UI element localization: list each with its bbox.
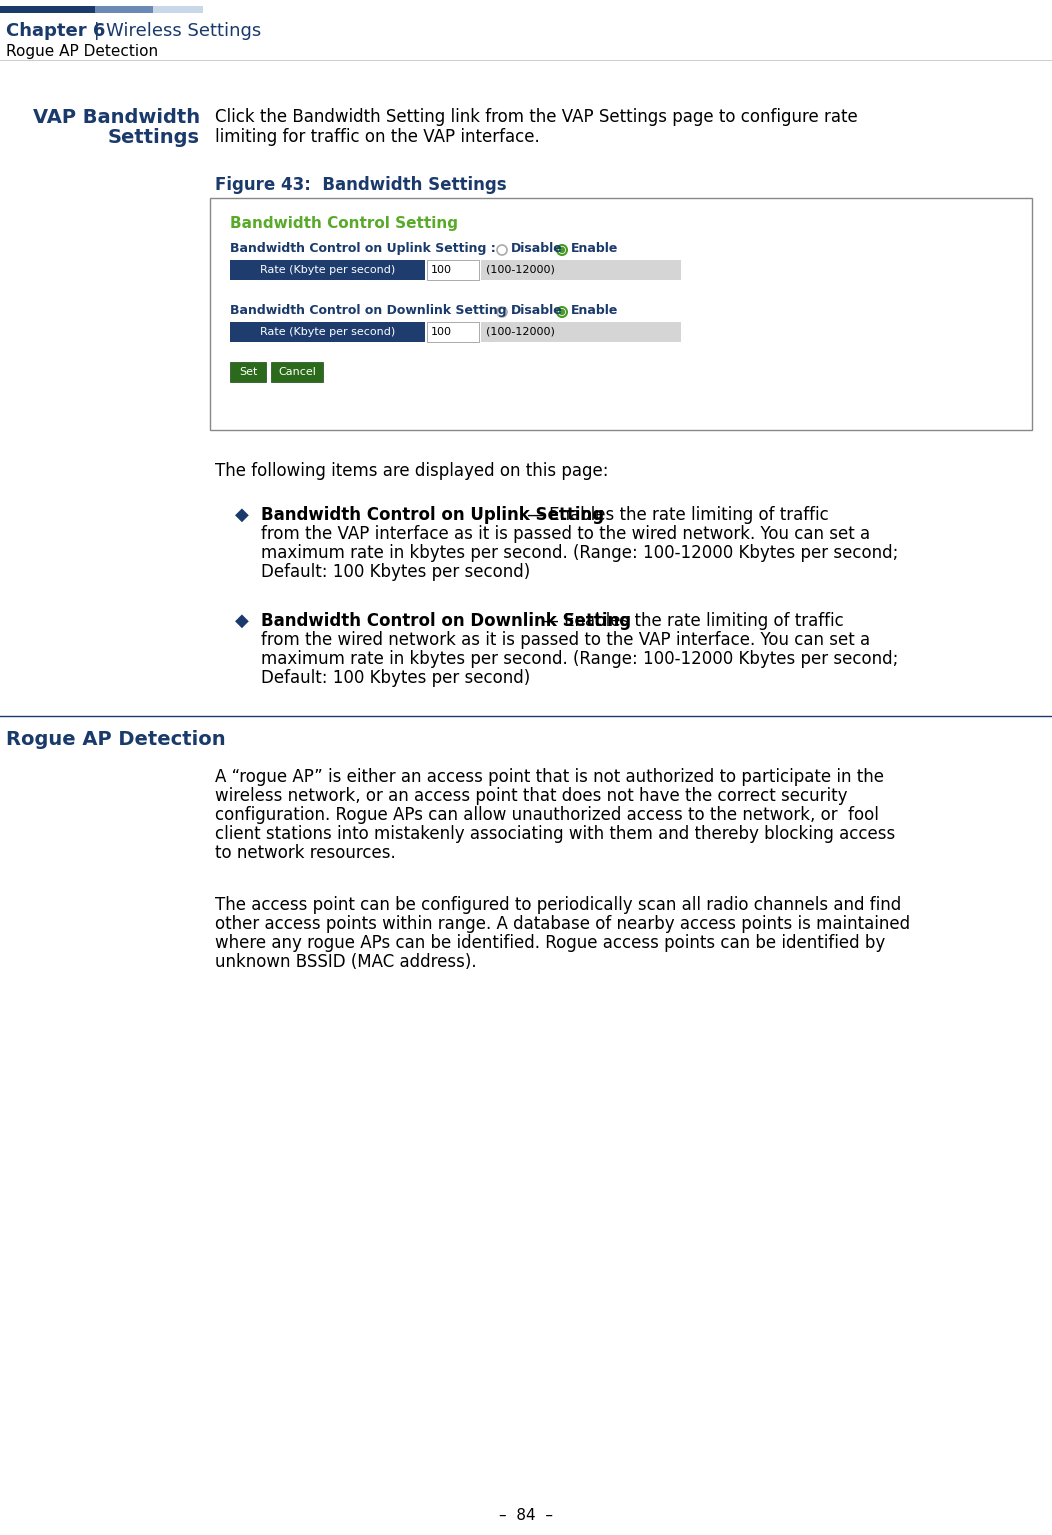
Text: maximum rate in kbytes per second. (Range: 100-12000 Kbytes per second;: maximum rate in kbytes per second. (Rang… [261,649,898,668]
Text: — Enables the rate limiting of traffic: — Enables the rate limiting of traffic [522,507,829,523]
Text: wireless network, or an access point that does not have the correct security: wireless network, or an access point tha… [215,787,848,804]
Text: (100-12000): (100-12000) [486,266,554,275]
Bar [481,322,681,342]
Bar [210,198,1032,430]
Text: Bandwidth Control Setting: Bandwidth Control Setting [230,216,458,230]
Bar [481,259,681,279]
Bar [230,259,425,279]
Text: from the wired network as it is passed to the VAP interface. You can set a: from the wired network as it is passed t… [261,631,870,649]
Text: where any rogue APs can be identified. Rogue access points can be identified by: where any rogue APs can be identified. R… [215,933,885,952]
Bar [271,362,323,382]
Bar [153,6,203,12]
Text: Disable: Disable [511,243,563,255]
Text: –  84  –: – 84 – [499,1507,553,1523]
Text: The access point can be configured to periodically scan all radio channels and f: The access point can be configured to pe… [215,896,902,913]
Text: Chapter 6: Chapter 6 [6,21,105,40]
Text: Rogue AP Detection: Rogue AP Detection [6,731,225,749]
Text: Click the Bandwidth Setting link from the VAP Settings page to configure rate: Click the Bandwidth Setting link from th… [215,107,857,126]
Text: Figure 43:  Bandwidth Settings: Figure 43: Bandwidth Settings [215,177,507,193]
Text: 100: 100 [431,327,452,338]
Text: VAP Bandwidth: VAP Bandwidth [33,107,200,127]
Bar [230,322,425,342]
Text: Disable: Disable [511,304,563,318]
Text: Enable: Enable [571,304,619,318]
Text: to network resources.: to network resources. [215,844,396,863]
Text: ◆: ◆ [235,507,249,523]
Text: Enable: Enable [571,243,619,255]
Bar [230,362,266,382]
Text: Bandwidth Control on Uplink Setting :: Bandwidth Control on Uplink Setting : [230,243,495,255]
Circle shape [560,310,565,315]
Text: Bandwidth Control on Downlink Setting :: Bandwidth Control on Downlink Setting : [230,304,515,318]
Text: client stations into mistakenly associating with them and thereby blocking acces: client stations into mistakenly associat… [215,824,895,843]
Bar [95,6,153,12]
Text: Rate (Kbyte per second): Rate (Kbyte per second) [260,266,396,275]
Text: Settings: Settings [108,127,200,147]
Text: configuration. Rogue APs can allow unauthorized access to the network, or  fool: configuration. Rogue APs can allow unaut… [215,806,878,824]
Text: Rate (Kbyte per second): Rate (Kbyte per second) [260,327,396,338]
Text: — Enables the rate limiting of traffic: — Enables the rate limiting of traffic [537,612,844,629]
Text: (100-12000): (100-12000) [486,327,554,338]
Text: 100: 100 [431,266,452,275]
Text: Cancel: Cancel [278,367,316,378]
Text: The following items are displayed on this page:: The following items are displayed on thi… [215,462,608,480]
Bar [427,322,479,342]
Bar [0,6,95,12]
Text: limiting for traffic on the VAP interface.: limiting for traffic on the VAP interfac… [215,127,540,146]
Text: Wireless Settings: Wireless Settings [106,21,261,40]
Text: |: | [88,21,105,40]
Text: A “rogue AP” is either an access point that is not authorized to participate in : A “rogue AP” is either an access point t… [215,768,884,786]
Text: unknown BSSID (MAC address).: unknown BSSID (MAC address). [215,953,477,972]
Text: Default: 100 Kbytes per second): Default: 100 Kbytes per second) [261,563,530,582]
Text: Set: Set [239,367,257,378]
Bar [427,259,479,279]
Text: ◆: ◆ [235,612,249,629]
Text: from the VAP interface as it is passed to the wired network. You can set a: from the VAP interface as it is passed t… [261,525,870,543]
Circle shape [560,247,565,252]
Text: Rogue AP Detection: Rogue AP Detection [6,45,158,58]
Text: maximum rate in kbytes per second. (Range: 100-12000 Kbytes per second;: maximum rate in kbytes per second. (Rang… [261,543,898,562]
Text: Default: 100 Kbytes per second): Default: 100 Kbytes per second) [261,669,530,688]
Text: Bandwidth Control on Downlink Setting: Bandwidth Control on Downlink Setting [261,612,631,629]
Text: other access points within range. A database of nearby access points is maintain: other access points within range. A data… [215,915,910,933]
Text: Bandwidth Control on Uplink Setting: Bandwidth Control on Uplink Setting [261,507,604,523]
